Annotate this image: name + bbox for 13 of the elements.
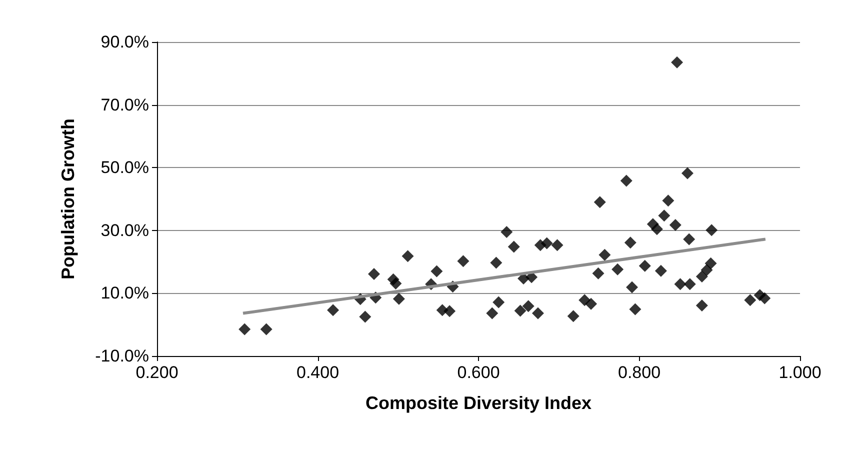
x-tick-label: 0.200 <box>136 363 178 382</box>
y-tick-label: 10.0% <box>100 284 149 303</box>
y-tick-label: 30.0% <box>100 220 149 240</box>
y-tick-label: 50.0% <box>100 158 149 178</box>
x-tick-label: 0.400 <box>296 363 340 382</box>
y-tick-label: 70.0% <box>100 95 149 114</box>
x-tick-label: 0.600 <box>457 363 500 382</box>
x-axis-title: Composite Diversity Index <box>365 393 592 413</box>
y-tick-label: 90.0% <box>100 32 149 52</box>
x-tick-label: 1.000 <box>778 363 822 382</box>
y-tick-label: -10.0% <box>95 346 149 366</box>
y-axis-title: Population Growth <box>58 118 78 280</box>
x-tick-label: 0.800 <box>618 363 661 382</box>
